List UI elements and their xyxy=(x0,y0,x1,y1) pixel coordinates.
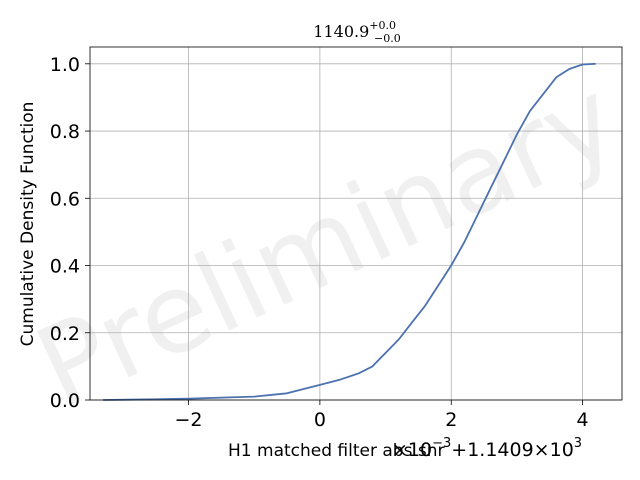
title-subscript: −0.0 xyxy=(374,32,401,45)
chart-title: 1140.9+0.0 −0.0 xyxy=(313,19,400,45)
offset-scale: ×10 xyxy=(392,439,432,461)
x-axis-label: H1 matched filter abs snr xyxy=(228,441,444,461)
title-superscript: +0.0 xyxy=(369,19,396,32)
x-axis-offset-text: ×10−3+1.1409×103 xyxy=(392,436,582,461)
cdf-series-line xyxy=(103,62,596,401)
series-line-group xyxy=(103,62,596,401)
watermark: Preliminary xyxy=(18,54,635,433)
y-tick-label: 0.6 xyxy=(50,188,80,210)
plot-frame xyxy=(89,46,623,401)
y-tick-label: 0.0 xyxy=(50,390,80,412)
title-value: 1140.9 xyxy=(313,22,369,41)
offset-value: +1.1409×10 xyxy=(451,439,574,461)
y-tick-label: 1.0 xyxy=(50,54,80,76)
offset-scale-exponent: −3 xyxy=(432,436,451,451)
x-tick-label: 2 xyxy=(445,409,457,431)
y-tick-label: 0.4 xyxy=(50,256,80,278)
y-tick-label: 0.2 xyxy=(50,323,80,345)
tick-marks xyxy=(85,63,583,405)
tick-labels: −2 0 2 4 0.0 0.2 0.4 0.6 0.8 1.0 xyxy=(50,54,589,431)
offset-value-exponent: 3 xyxy=(574,436,582,451)
x-tick-label: 0 xyxy=(314,409,326,431)
y-axis-label: Cumulative Density Function xyxy=(18,102,38,347)
x-tick-label: 4 xyxy=(577,409,589,431)
y-tick-label: 0.8 xyxy=(50,121,80,143)
x-tick-label: −2 xyxy=(175,409,203,431)
